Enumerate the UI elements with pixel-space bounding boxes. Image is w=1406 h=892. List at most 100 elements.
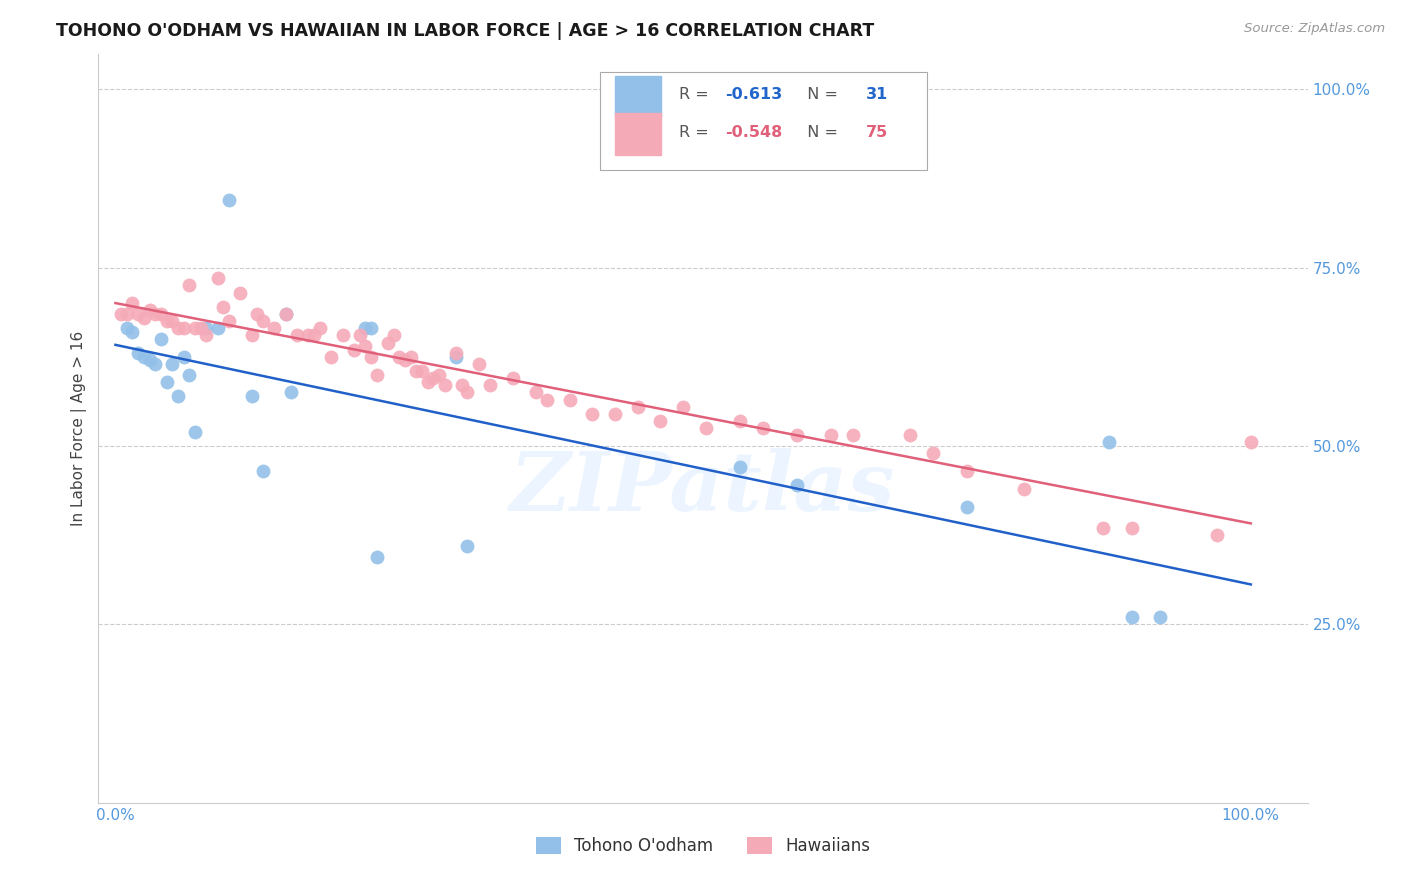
Point bbox=[433, 378, 456, 392]
Text: R =: R = bbox=[679, 125, 714, 140]
Point bbox=[1149, 610, 1171, 624]
Point bbox=[218, 193, 240, 207]
Point bbox=[558, 392, 581, 407]
Point bbox=[274, 307, 297, 321]
Point bbox=[627, 400, 650, 414]
Point bbox=[252, 314, 274, 328]
Point bbox=[366, 549, 388, 564]
Legend: Tohono O'odham, Hawaiians: Tohono O'odham, Hawaiians bbox=[529, 830, 877, 862]
Point bbox=[121, 296, 143, 310]
Point bbox=[121, 325, 143, 339]
Point bbox=[263, 321, 285, 335]
Point bbox=[416, 375, 439, 389]
FancyBboxPatch shape bbox=[600, 72, 927, 169]
Point bbox=[405, 364, 427, 378]
Point bbox=[366, 368, 388, 382]
Point bbox=[842, 428, 865, 442]
Point bbox=[167, 389, 190, 403]
Point bbox=[695, 421, 717, 435]
Point bbox=[728, 414, 751, 428]
Point bbox=[786, 478, 808, 492]
Point bbox=[155, 314, 177, 328]
Point bbox=[343, 343, 366, 357]
Point bbox=[354, 321, 377, 335]
Point bbox=[160, 357, 183, 371]
Text: N =: N = bbox=[797, 87, 844, 103]
Point bbox=[456, 385, 478, 400]
Point bbox=[149, 332, 172, 346]
Point bbox=[321, 350, 343, 364]
Point bbox=[179, 368, 201, 382]
Point bbox=[524, 385, 547, 400]
Point bbox=[820, 428, 842, 442]
Point bbox=[252, 464, 274, 478]
Point bbox=[143, 307, 166, 321]
Point bbox=[1121, 521, 1143, 535]
Point bbox=[536, 392, 558, 407]
Point bbox=[280, 385, 302, 400]
Point bbox=[360, 350, 382, 364]
Bar bbox=[614, 113, 661, 154]
Point bbox=[1012, 482, 1035, 496]
Point bbox=[143, 357, 166, 371]
Point bbox=[155, 375, 177, 389]
Point bbox=[274, 307, 297, 321]
Point bbox=[212, 300, 235, 314]
Point bbox=[468, 357, 491, 371]
Point bbox=[207, 321, 229, 335]
Point bbox=[1121, 610, 1143, 624]
Point bbox=[308, 321, 330, 335]
Point bbox=[184, 321, 207, 335]
Point bbox=[115, 321, 138, 335]
Point bbox=[302, 328, 325, 343]
Point bbox=[127, 307, 149, 321]
Point bbox=[138, 303, 160, 318]
Point bbox=[195, 328, 218, 343]
Point bbox=[173, 321, 195, 335]
Point bbox=[1098, 435, 1121, 450]
Point bbox=[132, 310, 155, 325]
Point bbox=[581, 407, 603, 421]
Point bbox=[229, 285, 252, 300]
Point bbox=[218, 314, 240, 328]
Text: N =: N = bbox=[797, 125, 844, 140]
Point bbox=[444, 350, 467, 364]
Point bbox=[382, 328, 405, 343]
Text: -0.548: -0.548 bbox=[724, 125, 782, 140]
Y-axis label: In Labor Force | Age > 16: In Labor Force | Age > 16 bbox=[72, 331, 87, 525]
Text: 75: 75 bbox=[866, 125, 889, 140]
Point bbox=[427, 368, 450, 382]
Point bbox=[411, 364, 433, 378]
Point bbox=[167, 321, 190, 335]
Text: TOHONO O'ODHAM VS HAWAIIAN IN LABOR FORCE | AGE > 16 CORRELATION CHART: TOHONO O'ODHAM VS HAWAIIAN IN LABOR FORC… bbox=[56, 22, 875, 40]
Point bbox=[898, 428, 921, 442]
Point bbox=[297, 328, 319, 343]
Point bbox=[354, 339, 377, 353]
Point bbox=[138, 353, 160, 368]
Point bbox=[1205, 528, 1227, 542]
Point bbox=[173, 350, 195, 364]
Point bbox=[502, 371, 524, 385]
Point bbox=[349, 328, 371, 343]
Point bbox=[956, 500, 979, 514]
Point bbox=[479, 378, 502, 392]
Text: 31: 31 bbox=[866, 87, 889, 103]
Point bbox=[285, 328, 308, 343]
Point bbox=[672, 400, 695, 414]
Point bbox=[751, 421, 773, 435]
Point bbox=[360, 321, 382, 335]
Point bbox=[127, 346, 149, 360]
Point bbox=[179, 278, 201, 293]
Point bbox=[786, 428, 808, 442]
Text: Source: ZipAtlas.com: Source: ZipAtlas.com bbox=[1244, 22, 1385, 36]
Text: -0.613: -0.613 bbox=[724, 87, 782, 103]
Text: R =: R = bbox=[679, 87, 714, 103]
Point bbox=[377, 335, 399, 350]
Point bbox=[388, 350, 411, 364]
Point bbox=[399, 350, 422, 364]
Point bbox=[603, 407, 626, 421]
Bar bbox=[614, 76, 661, 117]
Point bbox=[956, 464, 979, 478]
Point bbox=[195, 321, 218, 335]
Point bbox=[184, 425, 207, 439]
